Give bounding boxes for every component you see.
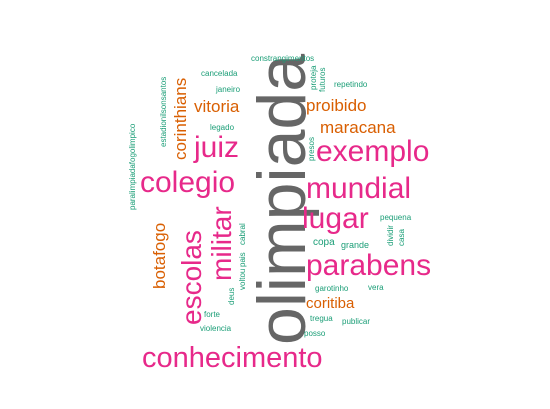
word-juiz: juiz [194, 131, 240, 164]
word-maracana: maracana [320, 118, 396, 137]
word-proibido: proibido [306, 96, 367, 115]
word-presos: presos [307, 136, 316, 161]
word-cancelada: cancelada [201, 69, 238, 78]
word-exemplo: exemplo [316, 135, 430, 168]
word-repetindo: repetindo [334, 80, 368, 89]
word-lugar: lugar [302, 202, 369, 235]
word-mundial: mundial [306, 172, 412, 205]
word-estadionilsonsantos: estadionilsonsantos [159, 76, 168, 147]
word-grande: grande [341, 240, 370, 250]
word-casa: casa [397, 229, 406, 246]
word-pais: pais [238, 252, 247, 267]
word-constrangimentos: constrangimentos [251, 54, 315, 63]
word-copa: copa [313, 237, 335, 248]
word-deus: deus [227, 287, 236, 305]
word-vera: vera [368, 283, 384, 292]
word-futuros: futuros [318, 67, 327, 92]
word-parabens: parabens [306, 249, 432, 282]
word-posso: posso [304, 329, 326, 338]
word-paralimpiadafogolimpico: paralimpiadafogolimpico [128, 123, 137, 210]
word-publicar: publicar [342, 317, 371, 326]
word-escolas: escolas [176, 230, 207, 325]
word-cabral: cabral [238, 223, 247, 245]
word-forte: forte [204, 310, 221, 319]
word-pequena: pequena [380, 213, 412, 222]
word-violencia: violencia [200, 324, 232, 333]
word-janeiro: janeiro [216, 85, 241, 94]
word-botafogo: botafogo [150, 222, 169, 289]
word-coritiba: coritiba [306, 295, 355, 312]
word-militar: militar [206, 206, 237, 281]
word-dividir: dividir [386, 225, 395, 246]
word-conhecimento: conhecimento [142, 342, 323, 374]
word-colegio: colegio [140, 166, 236, 199]
word-tregua: tregua [310, 314, 333, 323]
word-legado: legado [210, 123, 235, 132]
word-proteja: proteja [309, 65, 318, 90]
word-voltou: voltou [238, 268, 247, 290]
word-vitoria: vitoria [194, 97, 240, 116]
word-corinthians: corinthians [171, 77, 190, 160]
word-garotinho: garotinho [315, 284, 349, 293]
